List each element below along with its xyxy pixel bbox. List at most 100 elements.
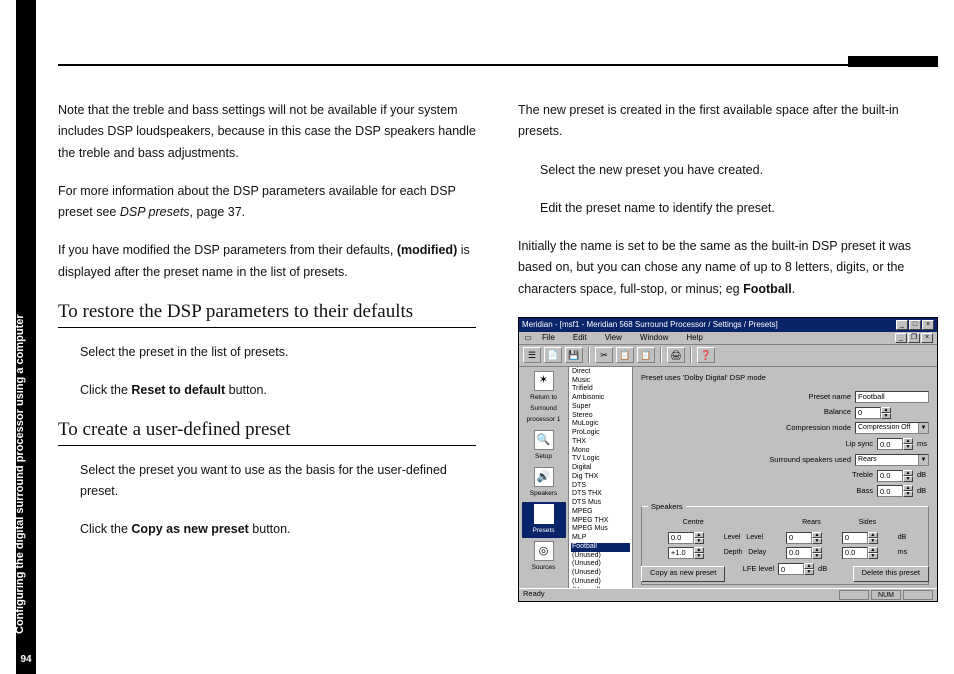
preset-item[interactable]: Dig THX: [571, 473, 630, 482]
rears-spinner[interactable]: ▲▼: [786, 547, 837, 559]
surround-label: Surround speakers used: [769, 454, 851, 467]
preset-name-label: Preset name: [808, 391, 851, 404]
preset-item[interactable]: THX: [571, 438, 630, 447]
mdi-minimize-button[interactable]: _: [895, 333, 907, 343]
preset-item[interactable]: (Unused): [571, 560, 630, 569]
preset-item[interactable]: Direct: [571, 368, 630, 377]
preset-list[interactable]: DirectMusicTrifieldAmbisonicSuperStereoM…: [569, 367, 633, 588]
app-window: Meridian - [msf1 - Meridian 568 Surround…: [518, 317, 938, 602]
toolbar-button[interactable]: ❓: [697, 347, 715, 363]
para: For more information about the DSP param…: [58, 181, 476, 224]
nav-presets[interactable]: ≣Presets: [522, 502, 566, 538]
preset-item[interactable]: TV Logic: [571, 455, 630, 464]
para: Initially the name is set to be the same…: [518, 236, 936, 300]
menu-edit[interactable]: Edit: [573, 331, 587, 345]
centre-spinner[interactable]: ▲▼: [668, 547, 719, 559]
preset-item[interactable]: Football: [571, 543, 630, 552]
nav-icon: ≣: [534, 504, 554, 524]
preset-item[interactable]: (Unused): [571, 578, 630, 587]
step: Select the preset you want to use as the…: [58, 460, 476, 503]
preset-item[interactable]: Digital: [571, 464, 630, 473]
preset-item[interactable]: DTS THX: [571, 490, 630, 499]
nav-setup[interactable]: 🔍Setup: [522, 428, 566, 464]
centre-spinner[interactable]: ▲▼: [668, 532, 719, 544]
menu-file[interactable]: File: [542, 331, 555, 345]
window-title: Meridian - [msf1 - Meridian 568 Surround…: [522, 318, 778, 332]
mdi-close-button[interactable]: ×: [921, 333, 933, 343]
statusbar: Ready NUM: [519, 588, 937, 601]
preset-item[interactable]: MPEG: [571, 508, 630, 517]
menu-view[interactable]: View: [605, 331, 622, 345]
bass-spinner[interactable]: ▲▼: [877, 485, 913, 497]
step: Select the new preset you have created.: [518, 160, 936, 181]
para: The new preset is created in the first a…: [518, 100, 936, 143]
balance-spinner[interactable]: ▲▼: [855, 407, 891, 419]
preset-item[interactable]: DTS Mus: [571, 499, 630, 508]
menubar: ▭ File Edit View Window Help _ ❐ ×: [519, 332, 937, 345]
copy-preset-button[interactable]: Copy as new preset: [641, 566, 725, 582]
sides-spinner[interactable]: ▲▼: [842, 547, 893, 559]
toolbar-button[interactable]: ✂: [595, 347, 613, 363]
left-column: Note that the treble and bass settings w…: [58, 100, 476, 602]
titlebar: Meridian - [msf1 - Meridian 568 Surround…: [519, 318, 937, 332]
minimize-button[interactable]: _: [896, 320, 908, 330]
preset-item[interactable]: MPEG THX: [571, 517, 630, 526]
maximize-button[interactable]: □: [909, 320, 921, 330]
mode-line: Preset uses 'Dolby Digital' DSP mode: [641, 372, 929, 385]
toolbar-button[interactable]: 📋: [637, 347, 655, 363]
menu-help[interactable]: Help: [686, 331, 702, 345]
status-num: NUM: [871, 590, 901, 600]
surround-dropdown[interactable]: Rears▼: [855, 454, 929, 466]
preset-item[interactable]: ProLogic: [571, 429, 630, 438]
form-panel: Preset uses 'Dolby Digital' DSP mode Pre…: [633, 367, 937, 588]
status-text: Ready: [523, 588, 545, 601]
compression-dropdown[interactable]: Compression Off▼: [855, 422, 929, 434]
toolbar-button[interactable]: 💾: [565, 347, 583, 363]
nav-sources[interactable]: ◎Sources: [522, 539, 566, 575]
sysmenu-icon[interactable]: ▭: [523, 331, 533, 345]
sidebar-label: Configuring the digital surround process…: [14, 314, 26, 634]
close-button[interactable]: ×: [922, 320, 934, 330]
mdi-restore-button[interactable]: ❐: [908, 333, 920, 343]
preset-item[interactable]: MuLogic: [571, 420, 630, 429]
speakers-group-label: Speakers: [648, 501, 686, 514]
toolbar-button[interactable]: ☰: [523, 347, 541, 363]
compression-label: Compression mode: [786, 422, 851, 435]
balance-label: Balance: [824, 406, 851, 419]
nav-return-to-surround-processor-1[interactable]: ✶Return to Surround processor 1: [522, 369, 566, 427]
preset-item[interactable]: MLP: [571, 534, 630, 543]
nav-icon: ✶: [534, 371, 554, 391]
heading-restore: To restore the DSP parameters to their d…: [58, 300, 476, 324]
preset-item[interactable]: DTS: [571, 482, 630, 491]
preset-item[interactable]: MPEG Mus: [571, 525, 630, 534]
preset-item[interactable]: Mono: [571, 447, 630, 456]
step: Click the Reset to default button.: [58, 380, 476, 401]
preset-item[interactable]: Super: [571, 403, 630, 412]
heading-create: To create a user-defined preset: [58, 418, 476, 442]
toolbar-button[interactable]: 📋: [616, 347, 634, 363]
preset-item[interactable]: (Unused): [571, 569, 630, 578]
top-rule: [58, 64, 938, 66]
rears-spinner[interactable]: ▲▼: [786, 532, 837, 544]
preset-item[interactable]: Trifield: [571, 385, 630, 394]
page-number: 94: [16, 644, 36, 674]
preset-name-input[interactable]: [855, 391, 929, 403]
menu-window[interactable]: Window: [640, 331, 668, 345]
lipsync-spinner[interactable]: ▲▼: [877, 438, 913, 450]
lipsync-label: Lip sync: [845, 438, 873, 451]
step: Click the Copy as new preset button.: [58, 519, 476, 540]
step: Edit the preset name to identify the pre…: [518, 198, 936, 219]
preset-item[interactable]: Ambisonic: [571, 394, 630, 403]
nav-icon: 🔍: [534, 430, 554, 450]
sides-spinner[interactable]: ▲▼: [842, 532, 893, 544]
toolbar-button[interactable]: 🖨: [667, 347, 685, 363]
preset-item[interactable]: Music: [571, 377, 630, 386]
treble-spinner[interactable]: ▲▼: [877, 470, 913, 482]
para: Note that the treble and bass settings w…: [58, 100, 476, 164]
preset-item[interactable]: Stereo: [571, 412, 630, 421]
nav-speakers[interactable]: 🔊Speakers: [522, 465, 566, 501]
preset-item[interactable]: (Unused): [571, 552, 630, 561]
toolbar-button[interactable]: 📄: [544, 347, 562, 363]
right-column: The new preset is created in the first a…: [518, 100, 936, 602]
delete-preset-button[interactable]: Delete this preset: [853, 566, 929, 582]
